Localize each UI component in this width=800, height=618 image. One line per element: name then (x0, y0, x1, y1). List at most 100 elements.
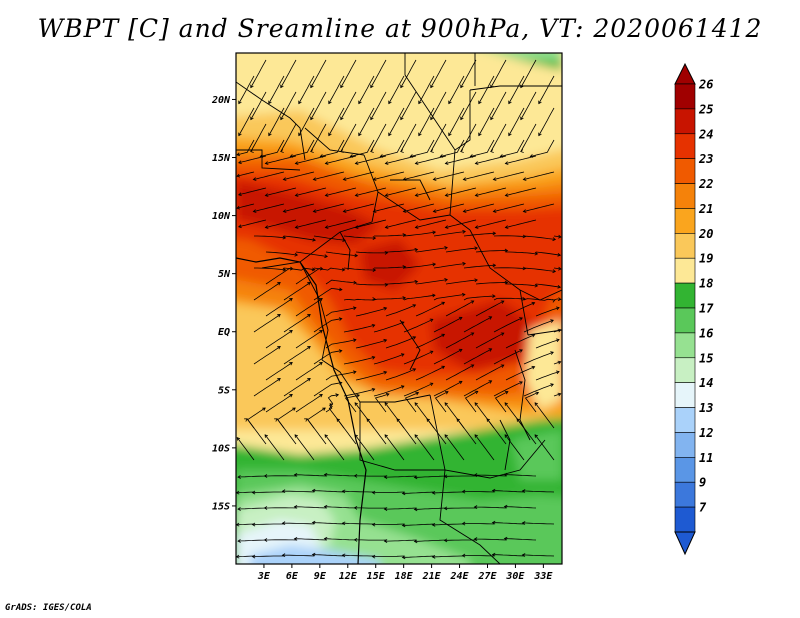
streamline (343, 298, 376, 301)
streamline (474, 434, 495, 461)
streamline-arrow (281, 489, 286, 494)
streamline-arrow (388, 132, 392, 137)
streamline-arrow (431, 554, 436, 559)
streamline (342, 522, 374, 525)
streamline-arrow (504, 161, 509, 165)
streamline (268, 107, 285, 136)
wbpt-region (525, 320, 562, 410)
streamline-arrow (294, 434, 299, 438)
streamline-arrow (492, 177, 497, 181)
streamline (313, 235, 346, 241)
streamline-arrow (263, 538, 268, 542)
streamline-arrow (342, 209, 347, 213)
streamline (462, 491, 495, 493)
streamline-arrow (370, 149, 374, 153)
streamline (440, 139, 465, 157)
streamline (445, 247, 478, 253)
streamline-arrow (521, 489, 526, 493)
streamline-arrow (250, 84, 254, 89)
streamline-arrow (312, 177, 317, 181)
streamline-arrow (566, 507, 569, 510)
map-frame (235, 52, 563, 565)
colorbar-swatch (674, 332, 696, 359)
streamline-arrow (338, 317, 343, 321)
wbpt-region (512, 430, 562, 480)
streamline (265, 251, 298, 256)
streamline-arrow (358, 100, 362, 105)
colorbar-label: 7 (699, 501, 707, 515)
streamline (238, 107, 255, 136)
streamline-arrow (396, 418, 401, 422)
streamline (374, 234, 406, 237)
streamline (237, 539, 267, 542)
streamline-arrow (474, 390, 479, 395)
streamline-arrow (388, 100, 392, 105)
streamline-arrow (508, 132, 512, 137)
streamline (475, 250, 508, 253)
streamline (505, 187, 537, 196)
streamline (470, 139, 495, 157)
streamline-arrow (557, 297, 562, 301)
streamline (403, 171, 435, 180)
colorbar-label: 15 (699, 351, 713, 365)
wbpt-region (430, 300, 530, 370)
streamline (355, 155, 387, 164)
streamline-arrow (535, 391, 540, 396)
streamline-arrow (251, 490, 256, 495)
streamline (325, 219, 357, 228)
streamline-arrow (563, 282, 566, 285)
x-tick-label: 3E (257, 571, 271, 582)
colorbar-swatch (674, 457, 696, 483)
colorbar-swatch (674, 183, 696, 209)
streamline-arrow (478, 100, 482, 105)
streamline-arrow (400, 353, 405, 357)
streamline-arrow (324, 193, 329, 197)
streamline-arrow (448, 132, 452, 137)
streamline (385, 187, 417, 196)
streamline-arrow (310, 84, 314, 89)
streamline-arrow (503, 504, 508, 509)
streamline (493, 267, 526, 269)
streamline (415, 279, 448, 285)
streamline (523, 203, 555, 212)
streamline-arrow (458, 348, 463, 353)
streamline (355, 307, 387, 317)
streamline (433, 203, 465, 212)
streamline (404, 392, 419, 413)
streamline (418, 107, 435, 136)
streamline-arrow (324, 254, 328, 259)
streamline-arrow (412, 304, 417, 308)
streamline-arrow (444, 434, 449, 438)
streamline (490, 59, 507, 88)
streamline-arrow (372, 236, 377, 240)
streamline (343, 171, 375, 180)
streamline (523, 351, 554, 365)
streamline (324, 538, 357, 541)
streamline (523, 298, 555, 301)
streamline (343, 203, 375, 212)
streamline-arrow (383, 338, 388, 343)
streamline-arrow (462, 229, 466, 234)
streamline (236, 171, 255, 177)
streamline (414, 475, 447, 478)
streamline (444, 434, 465, 461)
streamline (306, 418, 327, 445)
streamline-arrow (342, 238, 346, 242)
colorbar-swatch (674, 506, 696, 533)
streamline-arrow (281, 521, 286, 526)
streamline (553, 361, 561, 365)
streamline (370, 91, 387, 120)
streamline (253, 282, 281, 301)
streamline-arrow (444, 391, 449, 395)
streamline (444, 507, 476, 509)
streamline-arrow (413, 507, 418, 512)
streamline-arrow (324, 434, 329, 438)
streamline-arrow (430, 149, 434, 153)
streamline-arrow (460, 116, 464, 121)
streamline-arrow (353, 505, 358, 510)
y-tick-label: EQ (218, 327, 230, 338)
colorbar-label: 22 (698, 177, 713, 191)
streamline (463, 171, 495, 180)
streamline-arrow (430, 116, 434, 121)
streamline (385, 155, 417, 164)
